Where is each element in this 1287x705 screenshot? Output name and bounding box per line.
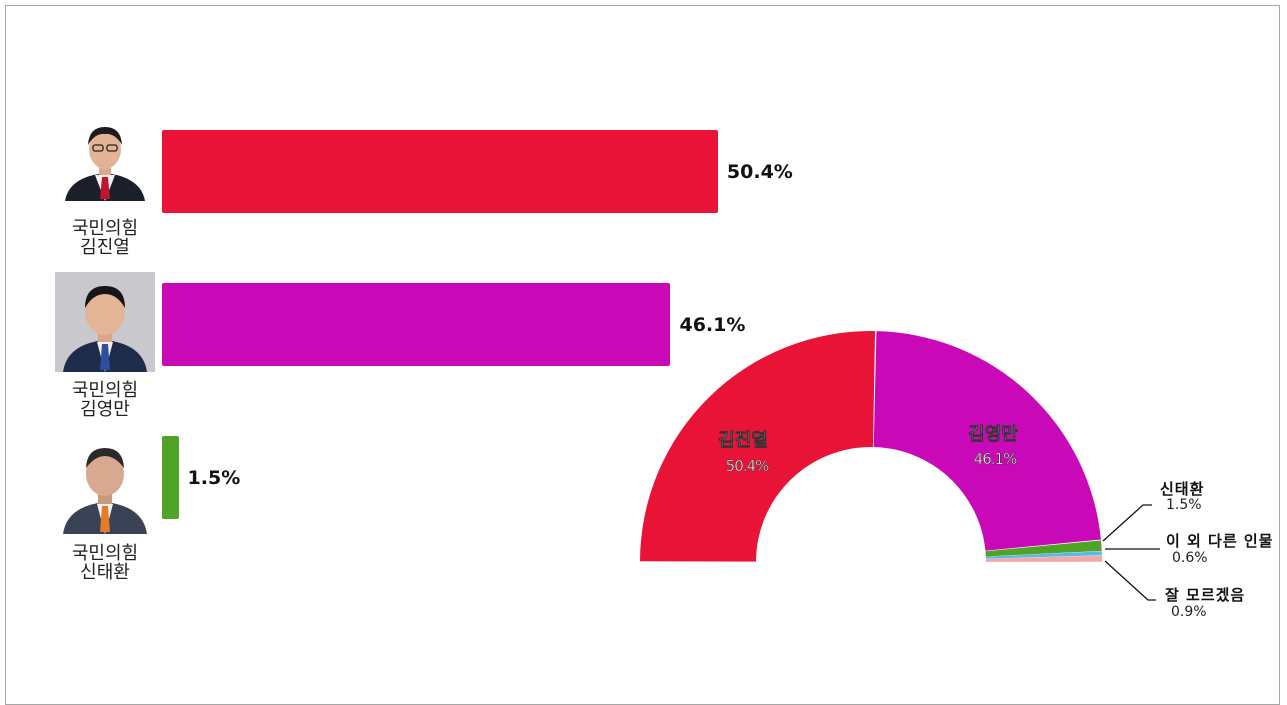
slice-label-name: 김영만 [968,424,1018,445]
candidate-photo-1 [55,119,155,201]
legend-name: 이 외 다른 인물 [1166,532,1274,550]
candidate-caption: 국민의힘 김영만 [40,381,170,419]
legend-name: 잘 모르겠음 [1165,586,1246,604]
party-label: 국민의힘 [71,218,139,239]
leader-line-1 [1102,504,1152,542]
bar-candidate-2 [162,283,671,366]
party-label: 국민의힘 [71,380,139,401]
slice-label-pct: 46.1% [974,450,1017,468]
legend-pct: 0.9% [1171,604,1207,620]
bar-value-label: 1.5% [187,467,241,489]
legend-pct: 1.5% [1166,497,1202,513]
legend-name: 신태환 [1160,480,1205,498]
legend-pct: 0.6% [1172,550,1208,566]
candidate-caption: 국민의힘 신태환 [40,544,170,582]
candidate-photo-2 [55,272,155,372]
slice-label-name: 김진열 [718,430,768,451]
semi-donut-slice [985,551,1102,559]
bar-candidate-3 [162,436,179,519]
leader-line-3 [1104,560,1156,601]
candidate-caption: 국민의힘 김진열 [40,219,170,257]
semi-donut-slice [985,555,1102,562]
bar-value-label: 46.1% [679,314,746,336]
semi-donut-slice [640,331,876,562]
party-label: 국민의힘 [71,543,139,564]
candidate-name: 김진열 [80,237,130,258]
semi-donut-slice [873,331,1101,551]
bar-candidate-1 [162,130,718,213]
candidate-name: 신태환 [80,562,130,583]
bar-value-label: 50.4% [726,161,793,183]
semi-donut-slice [985,540,1102,557]
candidate-photo-3 [55,436,155,534]
candidate-name: 김영만 [80,399,130,420]
slice-label-pct: 50.4% [726,457,769,475]
